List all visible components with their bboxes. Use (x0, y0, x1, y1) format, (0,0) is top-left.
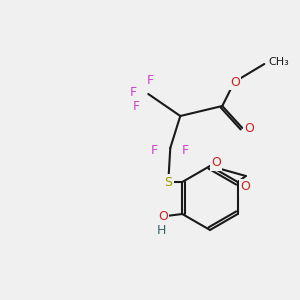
Text: H: H (157, 224, 166, 236)
Text: F: F (133, 100, 140, 113)
Text: CH₃: CH₃ (268, 57, 289, 67)
Text: F: F (130, 85, 137, 98)
Text: O: O (244, 122, 254, 134)
Text: O: O (211, 157, 221, 169)
Text: F: F (151, 143, 158, 157)
Text: O: O (240, 181, 250, 194)
Text: O: O (158, 209, 168, 223)
Text: F: F (147, 74, 154, 88)
Text: S: S (164, 176, 172, 188)
Text: F: F (182, 143, 189, 157)
Text: O: O (230, 76, 240, 88)
